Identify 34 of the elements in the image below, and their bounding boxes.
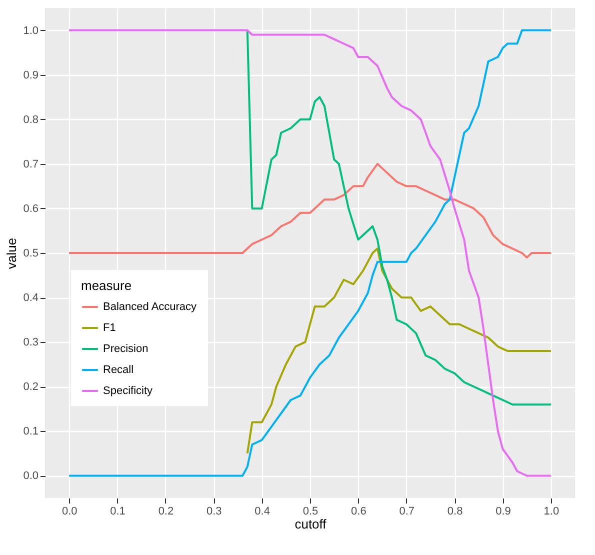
legend-label: Specificity (103, 385, 154, 397)
legend-label: Recall (103, 364, 134, 376)
line-series (246, 248, 552, 454)
y-tick-label: 0.4 (23, 292, 38, 304)
x-tick-label: 0.5 (302, 506, 318, 518)
x-tick-label: 0.1 (110, 506, 126, 518)
x-tick-label: 0.9 (496, 506, 511, 518)
legend-title: measure (81, 278, 132, 293)
x-tick-label: 0.8 (447, 506, 463, 518)
y-tick-label: 0.5 (23, 248, 38, 260)
y-tick-label: 0.0 (23, 470, 38, 482)
y-tick-label: 0.6 (23, 202, 38, 215)
y-tick-label: 0.1 (23, 426, 38, 438)
x-tick-label: 1.0 (544, 506, 560, 518)
line-series (68, 29, 552, 477)
y-tick-label: 1.0 (23, 24, 38, 37)
y-tick-label: 0.2 (23, 381, 38, 394)
legend-label: Precision (103, 343, 148, 355)
y-tick-label: 0.3 (23, 336, 38, 349)
y-tick-label: 0.9 (23, 69, 38, 82)
line-series (68, 162, 552, 258)
x-tick-label: 0.6 (351, 506, 366, 518)
x-tick-label: 0.7 (399, 506, 415, 518)
line-series (246, 29, 552, 406)
x-tick-label: 0.4 (254, 506, 270, 518)
x-tick-label: 0.2 (158, 506, 174, 518)
x-tick-label: 0.0 (62, 506, 78, 518)
legend-label: F1 (103, 322, 116, 334)
y-tick-label: 0.8 (23, 114, 38, 126)
x-axis-title: cutoff (294, 516, 327, 532)
y-tick-label: 0.7 (23, 158, 38, 170)
legend-label: Balanced Accuracy (103, 301, 198, 313)
y-axis-title: value (4, 238, 20, 270)
x-tick-label: 0.3 (206, 506, 222, 518)
